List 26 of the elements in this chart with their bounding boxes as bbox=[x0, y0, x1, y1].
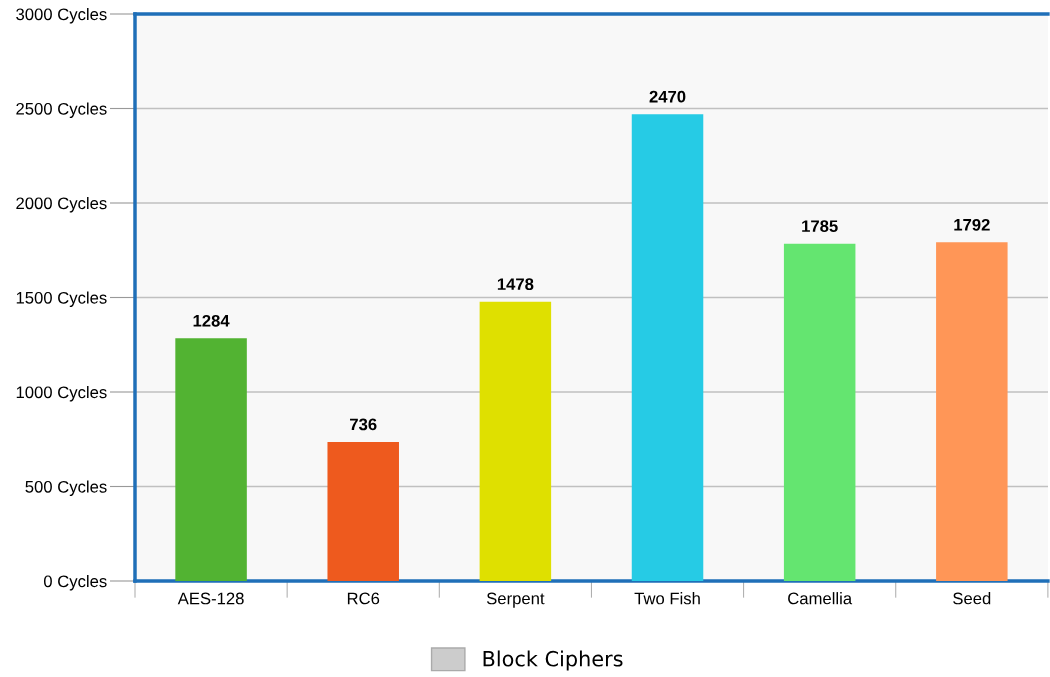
y-tick-label: 2000 Cycles bbox=[16, 196, 107, 213]
data-label: 1478 bbox=[497, 278, 534, 291]
y-tick-label: 0 Cycles bbox=[43, 574, 107, 591]
bar bbox=[631, 114, 704, 581]
text: Block Ciphers bbox=[483, 650, 623, 671]
x-tick-label: Serpent bbox=[486, 592, 545, 608]
data-label: 2470 bbox=[649, 90, 686, 103]
y-tick-label: 1500 Cycles bbox=[16, 291, 107, 307]
y-tick-label: 1000 Cycles bbox=[16, 385, 107, 402]
y-tick-label: 2500 Cycles bbox=[16, 102, 107, 118]
bar bbox=[175, 338, 247, 581]
x-tick-label: Two Fish bbox=[634, 592, 700, 605]
data-label: 736 bbox=[350, 418, 377, 431]
x-tick-label: Seed bbox=[953, 592, 991, 605]
bar bbox=[936, 242, 1008, 581]
data-label: 1284 bbox=[193, 314, 230, 327]
x-tick-label: Camellia bbox=[788, 592, 853, 605]
x-tick-label: RC6 bbox=[347, 592, 380, 605]
data-label: 1792 bbox=[954, 218, 990, 231]
bar bbox=[479, 301, 552, 581]
bar bbox=[327, 441, 399, 581]
data-label: 1785 bbox=[802, 220, 838, 233]
y-tick-label: 3000 Cycles bbox=[16, 7, 107, 24]
y-tick-label: 500 Cycles bbox=[25, 480, 107, 496]
x-tick-label: AES-128 bbox=[177, 592, 244, 605]
bar bbox=[783, 243, 856, 581]
